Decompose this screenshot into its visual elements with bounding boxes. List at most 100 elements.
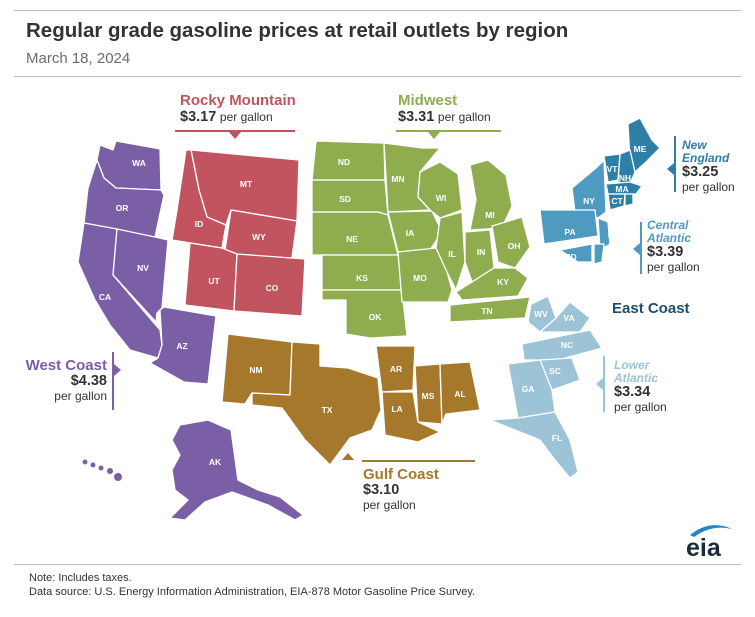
state-mi: [469, 159, 513, 231]
state-pa: [539, 209, 599, 245]
central-atlantic-label: Central Atlantic $3.39 per gallon: [647, 219, 700, 275]
state-ga: [507, 359, 556, 419]
new-england-unit: per gallon: [682, 180, 735, 194]
gulf-coast-price: $3.10: [363, 482, 400, 498]
state-md: [559, 243, 593, 263]
state-al: [439, 361, 481, 425]
state-label-de: DE: [602, 250, 614, 260]
central-atlantic-callout-pointer: [633, 243, 640, 255]
callout-markers: [112, 130, 676, 462]
west-coast-callout-line: [112, 352, 114, 410]
midwest-unit: per gallon: [437, 110, 491, 124]
state-label-ca: CA: [99, 292, 111, 302]
new-england-region: [603, 117, 661, 211]
state-ky: [455, 267, 529, 301]
lower-atlantic-price: $3.34: [614, 384, 651, 400]
state-ar: [375, 345, 416, 393]
state-label-ak: AK: [209, 457, 222, 467]
source-text: Data source: U.S. Energy Information Adm…: [29, 586, 476, 598]
central-atlantic-price: $3.39: [647, 244, 684, 260]
rocky-mountain-region: [171, 149, 306, 317]
lower-atlantic-region: [489, 295, 603, 479]
state-label-oh: OH: [508, 241, 521, 251]
state-label-tx: TX: [322, 405, 333, 415]
state-label-al: AL: [454, 389, 465, 399]
state-label-wi: WI: [436, 193, 446, 203]
state-ma: [605, 181, 643, 195]
state-nj: [597, 217, 611, 251]
state-label-ny: NY: [583, 196, 595, 206]
central-atlantic-region: [539, 159, 611, 265]
footer-rule: [14, 564, 741, 565]
rocky-mountain-label: Rocky Mountain $3.17 per gallon: [180, 92, 296, 125]
east-coast-label: East Coast: [612, 300, 690, 317]
lower-atlantic-unit: per gallon: [614, 400, 667, 414]
lower-atlantic-callout-pointer: [596, 378, 603, 390]
midwest-region: [311, 140, 531, 339]
state-label-nd: ND: [338, 157, 350, 167]
state-label-va: VA: [563, 313, 574, 323]
new-england-price: $3.25: [682, 164, 719, 180]
rocky-mountain-price: $3.17: [180, 109, 217, 125]
state-il: [435, 211, 466, 291]
state-label-md: MD: [563, 252, 576, 262]
state-label-nj: NJ: [608, 229, 619, 239]
state-hi: [82, 459, 122, 481]
eia-logo: eia: [686, 525, 732, 561]
state-label-mt: MT: [240, 179, 253, 189]
state-tn: [449, 296, 531, 323]
state-la: [381, 391, 441, 443]
date-label: March 18, 2024: [26, 50, 131, 67]
eia-logo-text: eia: [686, 534, 722, 561]
state-label-ok: OK: [369, 312, 383, 322]
midwest-callout-line: [396, 130, 501, 132]
state-label-ia: IA: [406, 228, 415, 238]
gulf-coast-unit: per gallon: [363, 498, 416, 512]
west-coast-callout-pointer: [114, 364, 121, 376]
new-england-name-line1: New: [682, 138, 707, 152]
rocky-mountain-callout-line: [175, 130, 295, 132]
state-label-nm: NM: [249, 365, 262, 375]
state-label-ga: GA: [522, 384, 535, 394]
eia-logo-swoosh: [690, 525, 732, 537]
state-label-hi: HI: [100, 476, 109, 486]
state-ct: [607, 193, 626, 211]
lower-atlantic-label: Lower Atlantic $3.34 per gallon: [614, 359, 667, 415]
state-nh: [617, 149, 636, 185]
state-de: [593, 243, 605, 265]
west-coast-price: $4.38: [70, 373, 107, 389]
east-coast-name: East Coast: [612, 300, 690, 317]
state-co: [233, 253, 306, 317]
state-label-nh: NH: [619, 173, 631, 183]
rocky-mountain-name: Rocky Mountain: [180, 92, 296, 109]
state-label-nv: NV: [137, 263, 149, 273]
state-label-nc: NC: [561, 340, 573, 350]
central-atlantic-name-line1: Central: [647, 218, 689, 232]
gulf-coast-name: Gulf Coast: [363, 466, 439, 483]
state-label-mo: MO: [413, 273, 427, 283]
state-or: [83, 159, 165, 238]
gulf-coast-label: Gulf Coast $3.10 per gallon: [363, 466, 439, 513]
state-label-mi: MI: [485, 210, 494, 220]
note-text: Note: Includes taxes.: [29, 572, 132, 584]
central-atlantic-callout-line: [640, 222, 642, 274]
gulf-coast-callout-pointer: [342, 453, 354, 460]
state-ri: [624, 193, 634, 207]
state-wi: [417, 161, 463, 219]
rocky-mountain-unit: per gallon: [219, 110, 273, 124]
state-fl: [489, 411, 579, 479]
state-label-wv: WV: [534, 309, 548, 319]
state-label-mn: MN: [391, 174, 404, 184]
midwest-name: Midwest: [398, 92, 458, 109]
gulf-coast-callout-line: [362, 460, 475, 462]
state-ny: [571, 159, 607, 219]
central-atlantic-unit: per gallon: [647, 260, 700, 274]
state-label-sc: SC: [549, 366, 561, 376]
gulf-coast-region: [221, 333, 481, 466]
page-title: Regular grade gasoline prices at retail …: [26, 19, 569, 42]
new-england-name-line2: England: [682, 151, 730, 165]
new-england-label: New England $3.25 per gallon: [682, 139, 735, 195]
midwest-label: Midwest $3.31 per gallon: [398, 92, 491, 125]
lower-atlantic-callout-line: [603, 356, 605, 412]
